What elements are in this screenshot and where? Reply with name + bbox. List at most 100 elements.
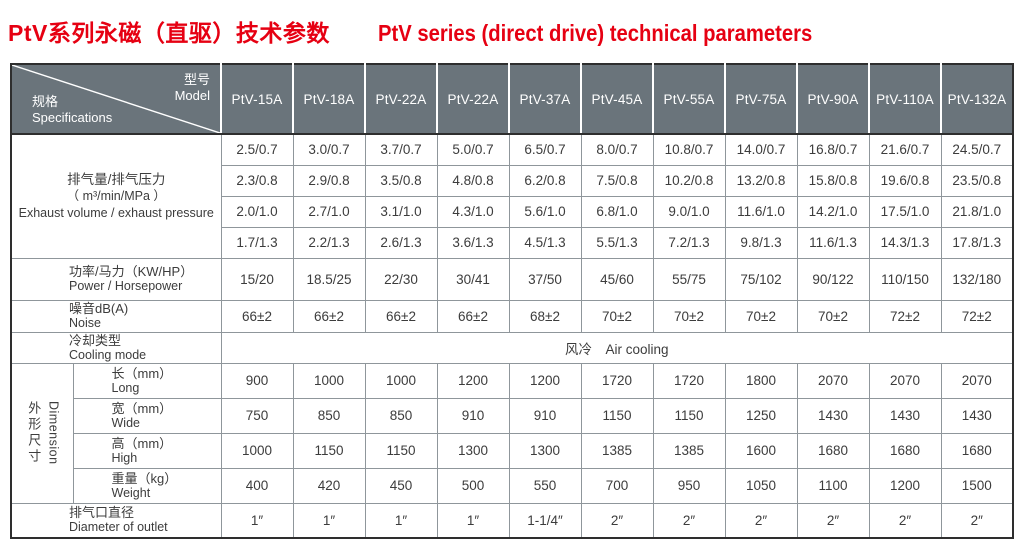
table-cell: 2.7/1.0 (292, 195, 366, 228)
table-cell: 70±2 (580, 299, 654, 333)
header-spec-zh: 规格 (32, 94, 59, 109)
table-cell: 420 (292, 467, 366, 504)
table-cell: 2″ (652, 502, 726, 539)
table-cell: 37/50 (508, 257, 582, 301)
table-cell: 14.3/1.3 (868, 226, 942, 259)
table-cell: 66±2 (364, 299, 438, 333)
table-cell: 2″ (868, 502, 942, 539)
table-cell: 7.5/0.8 (580, 164, 654, 197)
table-cell: 45/60 (580, 257, 654, 301)
table-cell: 1″ (292, 502, 366, 539)
header-spec-label: 规格 Specifications (32, 94, 112, 126)
table-cell: 11.6/1.3 (796, 226, 870, 259)
table-cell: 1250 (724, 397, 798, 434)
long-label-zh: 长（mm） (111, 365, 173, 381)
table-cell: 1-1/4″ (508, 502, 582, 539)
outlet-label-en: Diameter of outlet (69, 520, 168, 535)
table-cell: 550 (508, 467, 582, 504)
model-header-cell: PtV-110A (868, 64, 941, 135)
table-cell: 110/150 (868, 257, 942, 301)
parameters-table: 型号 Model 规格 Specifications PtV-15A PtV-18… (10, 63, 1014, 539)
table-cell: 75/102 (724, 257, 798, 301)
exhaust-label-en: Exhaust volume / exhaust pressure (18, 205, 214, 220)
row-label-noise: 噪音dB(A) Noise (10, 299, 222, 333)
table-cell: 450 (364, 467, 438, 504)
table-cell: 2″ (940, 502, 1014, 539)
table-cell: 1680 (868, 432, 942, 469)
table-cell: 1000 (364, 362, 438, 399)
table-cell: 30/41 (436, 257, 510, 301)
table-cell: 910 (436, 397, 510, 434)
row-label-power: 功率/马力（KW/HP） Power / Horsepower (10, 257, 222, 301)
table-cell: 3.1/1.0 (364, 195, 438, 228)
table-cell: 90/122 (796, 257, 870, 301)
table-cell: 1150 (580, 397, 654, 434)
table-cell: 10.8/0.7 (652, 133, 726, 166)
table-cell: 9.8/1.3 (724, 226, 798, 259)
model-header-cell: PtV-22A (436, 64, 509, 135)
table-cell: 14.0/0.7 (724, 133, 798, 166)
outlet-label-zh: 排气口直径 (69, 505, 135, 521)
table-cell: 23.5/0.8 (940, 164, 1014, 197)
cooling-label-zh: 冷却类型 (69, 332, 122, 348)
table-cell: 1800 (724, 362, 798, 399)
dimension-group-zh: 外形尺寸 (26, 401, 42, 465)
table-cell: 2″ (796, 502, 870, 539)
table-cell: 1300 (436, 432, 510, 469)
page-title-zh: PtV系列永磁（直驱）技术参数 (8, 20, 330, 46)
table-cell: 3.0/0.7 (292, 133, 366, 166)
table-cell: 3.6/1.3 (436, 226, 510, 259)
table-cell: 21.6/0.7 (868, 133, 942, 166)
table-cell: 6.8/1.0 (580, 195, 654, 228)
table-cell: 68±2 (508, 299, 582, 333)
exhaust-label-zh: 排气量/排气压力 (67, 171, 166, 187)
table-header-row: 型号 Model 规格 Specifications PtV-15A PtV-18… (11, 64, 1013, 135)
noise-label-zh: 噪音dB(A) (69, 301, 129, 316)
power-row: 功率/马力（KW/HP） Power / Horsepower 15/20 18.… (10, 257, 1014, 301)
model-header-cell: PtV-37A (508, 64, 581, 135)
table-cell: 1430 (940, 397, 1014, 434)
table-cell: 66±2 (436, 299, 510, 333)
table-cell: 1600 (724, 432, 798, 469)
table-cell: 18.5/25 (292, 257, 366, 301)
model-header-cell: PtV-55A (652, 64, 725, 135)
model-header-cell: PtV-75A (724, 64, 797, 135)
table-cell: 1150 (364, 432, 438, 469)
dimension-high-row: 高（mm） High 1000 1150 1150 1300 1300 1385 1385 1… (11, 432, 1014, 469)
table-cell: 1720 (652, 362, 726, 399)
outlet-row: 排气口直径 Diameter of outlet 1″ 1″ 1″ 1″ 1-1/4″ 2… (10, 502, 1014, 539)
row-label-exhaust: 排气量/排气压力 （ m³/min/MPa ） Exhaust volume /… (10, 133, 222, 259)
row-label-long: 长（mm） Long (72, 362, 222, 399)
page-title: PtV系列永磁（直驱）技术参数 PtV series (direct drive… (8, 14, 871, 48)
noise-row: 噪音dB(A) Noise 66±2 66±2 66±2 66±2 68±2 70±2 70… (10, 299, 1014, 333)
table-cell: 1150 (652, 397, 726, 434)
table-cell: 850 (292, 397, 366, 434)
header-diagonal-cell: 型号 Model 规格 Specifications (11, 64, 221, 135)
dimension-wide-row: 宽（mm） Wide 750 850 850 910 910 1150 1150 1250 14… (11, 397, 1014, 434)
table-cell: 10.2/0.8 (652, 164, 726, 197)
table-cell: 910 (508, 397, 582, 434)
table-cell: 24.5/0.7 (940, 133, 1014, 166)
model-header-cell: PtV-18A (292, 64, 365, 135)
table-cell: 1200 (508, 362, 582, 399)
table-cell: 66±2 (220, 299, 294, 333)
table-cell: 1200 (436, 362, 510, 399)
table-cell: 5.5/1.3 (580, 226, 654, 259)
table-cell: 1″ (364, 502, 438, 539)
table-cell: 4.8/0.8 (436, 164, 510, 197)
exhaust-row-2: 2.3/0.8 2.9/0.8 3.5/0.8 4.8/0.8 6.2/0.8 7.5/0… (11, 164, 1014, 197)
cooling-row: 冷却类型 Cooling mode 风冷 Air cooling (10, 331, 1014, 364)
high-label-en: High (111, 450, 138, 465)
table-cell: 1385 (580, 432, 654, 469)
table-cell: 3.5/0.8 (364, 164, 438, 197)
table-cell: 66±2 (292, 299, 366, 333)
table-cell: 4.3/1.0 (436, 195, 510, 228)
table-cell: 2070 (868, 362, 942, 399)
weight-label-zh: 重量（kg） (111, 470, 178, 486)
table-cell: 700 (580, 467, 654, 504)
header-model-label: 型号 Model (175, 72, 210, 104)
row-label-weight: 重量（kg） Weight (72, 467, 222, 504)
table-cell: 55/75 (652, 257, 726, 301)
table-cell: 70±2 (724, 299, 798, 333)
